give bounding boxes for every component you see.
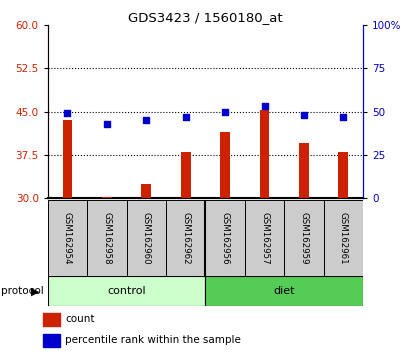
- Bar: [205, 276, 363, 306]
- Bar: [48, 276, 205, 306]
- Text: GSM162960: GSM162960: [142, 212, 151, 264]
- Bar: [299, 143, 309, 198]
- Bar: [127, 200, 166, 276]
- Point: [104, 121, 110, 126]
- Bar: [43, 334, 59, 347]
- Bar: [284, 200, 324, 276]
- Bar: [339, 152, 348, 198]
- Text: GSM162957: GSM162957: [260, 212, 269, 264]
- Text: percentile rank within the sample: percentile rank within the sample: [65, 335, 241, 345]
- Bar: [324, 200, 363, 276]
- Text: GSM162956: GSM162956: [221, 212, 229, 264]
- Bar: [43, 313, 59, 326]
- Text: control: control: [107, 286, 146, 296]
- Text: diet: diet: [273, 286, 295, 296]
- Text: protocol: protocol: [1, 286, 44, 296]
- Text: GSM162961: GSM162961: [339, 212, 348, 264]
- Point: [64, 110, 71, 116]
- Point: [183, 114, 189, 120]
- Point: [143, 118, 150, 123]
- Text: ▶: ▶: [32, 286, 40, 296]
- Bar: [181, 152, 190, 198]
- Bar: [63, 120, 72, 198]
- Point: [222, 109, 229, 114]
- Bar: [102, 196, 112, 198]
- Point: [261, 103, 268, 109]
- Bar: [245, 200, 284, 276]
- Point: [340, 114, 347, 120]
- Text: GSM162958: GSM162958: [103, 212, 111, 264]
- Bar: [48, 200, 87, 276]
- Point: [300, 112, 307, 118]
- Text: count: count: [65, 314, 95, 324]
- Bar: [205, 200, 245, 276]
- Title: GDS3423 / 1560180_at: GDS3423 / 1560180_at: [128, 11, 283, 24]
- Bar: [87, 200, 127, 276]
- Text: GSM162954: GSM162954: [63, 212, 72, 264]
- Bar: [220, 132, 230, 198]
- Bar: [166, 200, 205, 276]
- Bar: [142, 184, 151, 198]
- Bar: [260, 110, 269, 198]
- Text: GSM162962: GSM162962: [181, 212, 190, 264]
- Text: GSM162959: GSM162959: [300, 212, 308, 264]
